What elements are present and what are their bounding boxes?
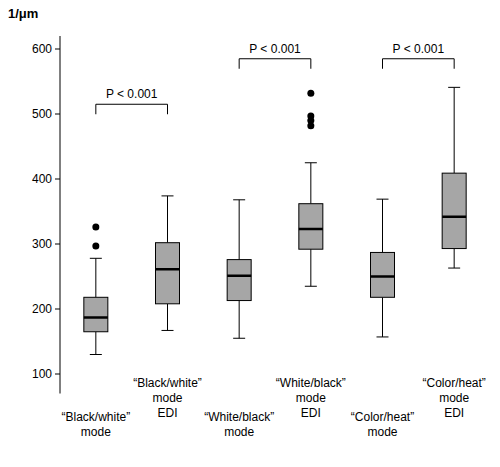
whisker-cap-min (162, 330, 174, 331)
median (371, 275, 395, 278)
y-tick-label: 500 (32, 107, 52, 121)
whisker-cap-min (90, 354, 102, 355)
x-tick-label: “White/black”mode (204, 410, 274, 439)
significance-bracket (96, 104, 168, 114)
whisker-cap-max (90, 258, 102, 259)
x-tick-label: “Black/white”mode (61, 410, 130, 439)
y-tick-label: 400 (32, 172, 52, 186)
upper-whisker (454, 87, 455, 173)
upper-whisker (95, 258, 96, 297)
outlier (307, 112, 314, 119)
x-tick-label-line: “Black/white” (61, 410, 130, 424)
outlier (92, 242, 99, 249)
box (227, 260, 251, 301)
box (156, 243, 180, 304)
upper-whisker (239, 200, 240, 260)
upper-whisker (382, 199, 383, 252)
lower-whisker (454, 249, 455, 268)
box (299, 204, 323, 250)
x-tick-label: “Black/white”modeEDI (133, 376, 202, 420)
whisker-cap-min (448, 268, 460, 269)
box (371, 252, 395, 297)
x-tick-label-line: EDI (301, 406, 321, 420)
whisker-cap-max (448, 87, 460, 88)
whisker-cap-max (162, 195, 174, 196)
whisker-cap-min (305, 286, 317, 287)
significance-bracket (239, 59, 311, 69)
lower-whisker (95, 332, 96, 355)
y-tick-label: 300 (32, 237, 52, 251)
x-tick-label-line: mode (367, 425, 397, 439)
outlier (92, 224, 99, 231)
y-tick (55, 179, 60, 180)
y-tick (55, 374, 60, 375)
lower-whisker (239, 301, 240, 339)
median (442, 215, 466, 218)
whisker-cap-max (305, 162, 317, 163)
median (84, 316, 108, 319)
lower-whisker (310, 249, 311, 286)
lower-whisker (167, 304, 168, 331)
median (227, 275, 251, 278)
y-tick-label: 600 (32, 42, 52, 56)
x-tick-label: “Color/heat”modeEDI (422, 376, 485, 420)
x-tick-label: “Color/heat”mode (351, 410, 414, 439)
x-tick-label-line: mode (439, 391, 469, 405)
whisker-cap-min (233, 338, 245, 339)
x-tick-label-line: mode (296, 391, 326, 405)
x-tick-label-line: mode (224, 425, 254, 439)
x-tick-label-line: EDI (157, 406, 177, 420)
chart: 1/μm100200300400500600“Black/white”mode“… (0, 0, 500, 467)
lower-whisker (382, 297, 383, 337)
box (84, 297, 108, 331)
outlier (307, 90, 314, 97)
whisker-cap-max (233, 199, 245, 200)
x-tick-label-line: “Color/heat” (351, 410, 414, 424)
y-tick (55, 114, 60, 115)
x-tick-label-line: “Black/white” (133, 376, 202, 390)
y-tick (55, 49, 60, 50)
upper-whisker (167, 196, 168, 243)
box (442, 173, 466, 248)
annotation: P < 0.001 (106, 87, 158, 101)
y-tick (55, 309, 60, 310)
x-tick-label-line: EDI (444, 406, 464, 420)
y-tick (55, 244, 60, 245)
y-axis-line (60, 36, 61, 394)
plot-area (84, 87, 466, 354)
x-tick-label-line: “Color/heat” (422, 376, 485, 390)
x-tick-label-line: “White/black” (204, 410, 274, 424)
whisker-cap-min (377, 336, 389, 337)
y-axis-label: 1/μm (8, 6, 38, 21)
x-tick-label-line: mode (152, 391, 182, 405)
annotation: P < 0.001 (249, 42, 301, 56)
x-tick-label: “White/black”modeEDI (276, 376, 346, 420)
x-tick-label-line: mode (81, 425, 111, 439)
upper-whisker (310, 163, 311, 204)
whisker-cap-max (377, 199, 389, 200)
y-tick-label: 200 (32, 302, 52, 316)
x-tick-label-line: “White/black” (276, 376, 346, 390)
median (156, 268, 180, 271)
significance-bracket (383, 59, 455, 69)
median (299, 228, 323, 231)
annotation: P < 0.001 (393, 42, 445, 56)
y-tick-label: 100 (32, 367, 52, 381)
